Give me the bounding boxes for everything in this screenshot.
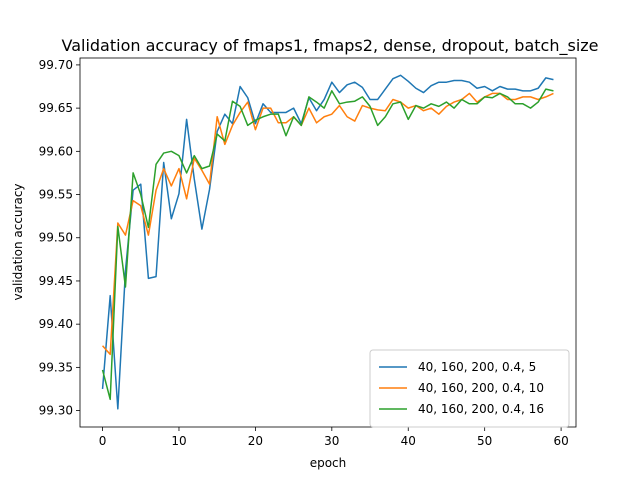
y-tick-label: 99.45 xyxy=(39,274,73,288)
axes-frame xyxy=(79,57,577,428)
legend-label: 40, 160, 200, 0.4, 10 xyxy=(418,381,544,395)
chart-title: Validation accuracy of fmaps1, fmaps2, d… xyxy=(62,36,599,56)
legend: 40, 160, 200, 0.4, 5 40, 160, 200, 0.4, 1… xyxy=(369,349,570,428)
series-line-3 xyxy=(101,88,554,401)
legend-label: 40, 160, 200, 0.4, 5 xyxy=(418,360,536,374)
y-tick-label: 99.35 xyxy=(39,360,73,374)
plot-area xyxy=(101,74,554,410)
x-axis: 0 10 20 30 40 50 60 xyxy=(99,427,569,448)
x-tick-label: 60 xyxy=(553,434,568,448)
y-tick-label: 99.30 xyxy=(39,404,73,418)
y-tick-label: 99.65 xyxy=(39,101,73,115)
y-tick-label: 99.60 xyxy=(39,144,73,158)
x-tick-label: 50 xyxy=(477,434,492,448)
y-tick-label: 99.40 xyxy=(39,317,73,331)
series-line-1 xyxy=(101,74,554,410)
x-tick-label: 40 xyxy=(401,434,416,448)
x-tick-label: 10 xyxy=(171,434,186,448)
y-axis: 99.30 99.35 99.40 99.45 99.50 99.55 99.60 99.65… xyxy=(39,58,80,418)
y-tick-label: 99.55 xyxy=(39,188,73,202)
legend-label: 40, 160, 200, 0.4, 16 xyxy=(418,402,544,416)
y-tick-label: 99.50 xyxy=(39,231,73,245)
x-tick-label: 30 xyxy=(324,434,339,448)
x-axis-label: epoch xyxy=(310,456,347,470)
x-tick-label: 20 xyxy=(248,434,263,448)
legend-box xyxy=(369,349,570,428)
y-axis-label: validation accuracy xyxy=(11,183,25,300)
series-line-2 xyxy=(101,92,554,356)
x-tick-label: 0 xyxy=(99,434,107,448)
y-tick-label: 99.70 xyxy=(39,58,73,72)
